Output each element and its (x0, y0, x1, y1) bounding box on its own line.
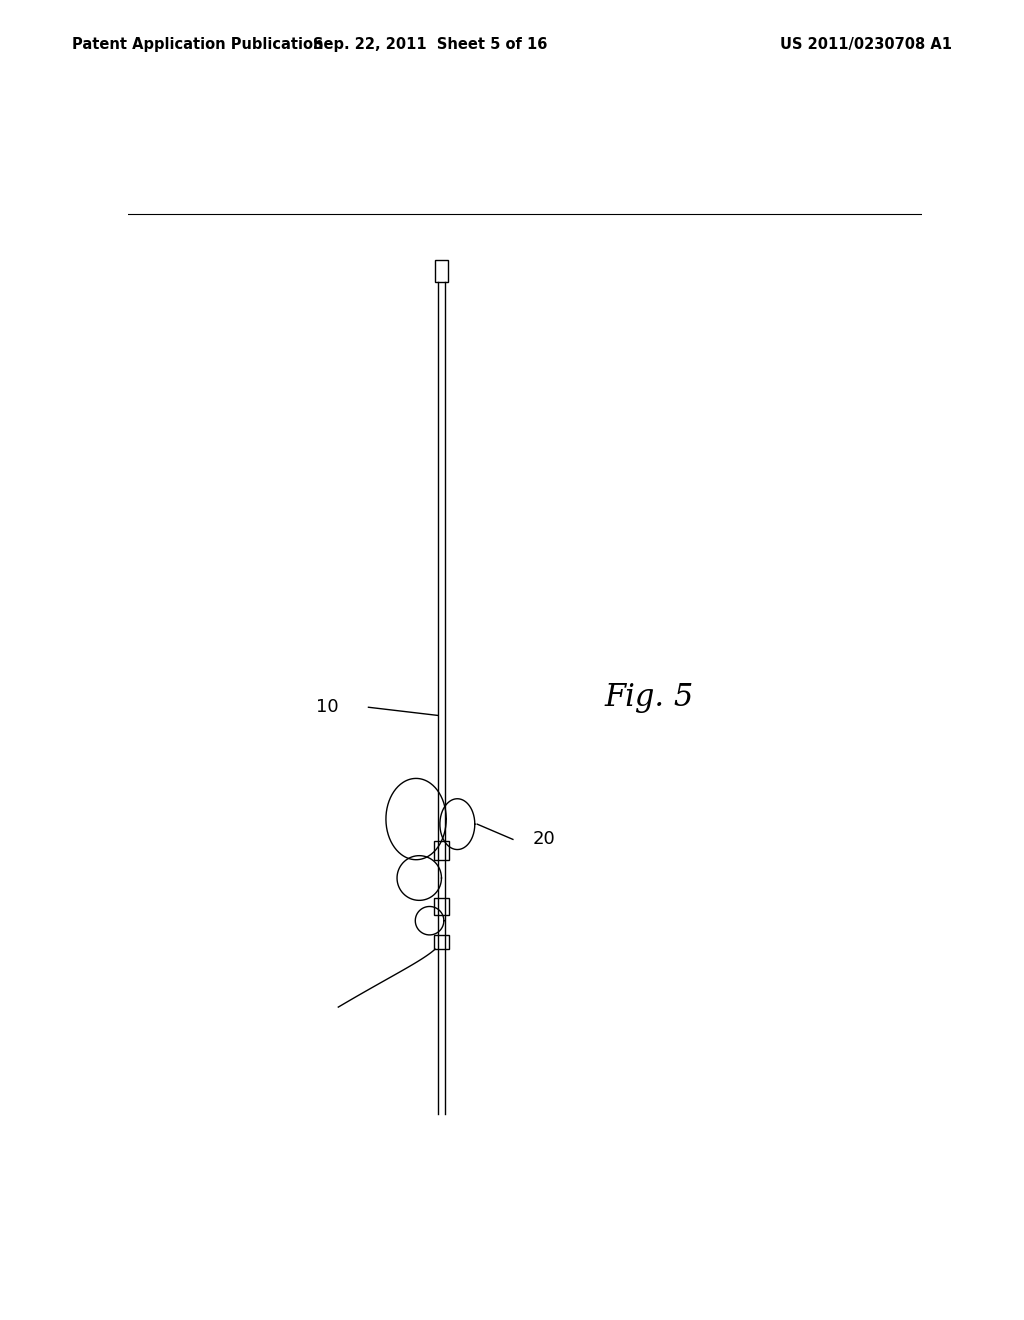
Text: 10: 10 (315, 698, 338, 717)
Text: Fig. 5: Fig. 5 (604, 681, 693, 713)
Text: US 2011/0230708 A1: US 2011/0230708 A1 (780, 37, 952, 51)
Text: 20: 20 (532, 830, 555, 849)
Text: Patent Application Publication: Patent Application Publication (72, 37, 324, 51)
Text: Sep. 22, 2011  Sheet 5 of 16: Sep. 22, 2011 Sheet 5 of 16 (313, 37, 547, 51)
